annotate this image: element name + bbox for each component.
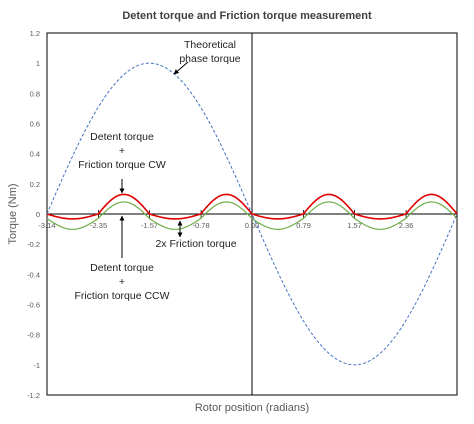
annotation-cw: Detent torque + Friction torque CW <box>78 131 166 171</box>
y-tick-label: -0.8 <box>27 331 40 340</box>
y-tick-label: 0.2 <box>30 180 40 189</box>
x-tick-label: -0.78 <box>193 221 210 230</box>
y-axis-title: Torque (Nm) <box>7 183 19 244</box>
annotation-friction2x: 2x Friction torque <box>155 238 236 250</box>
y-tick-label: 0.8 <box>30 89 40 98</box>
x-tick-label: 0.79 <box>296 221 311 230</box>
y-tick-label: -0.2 <box>27 240 40 249</box>
arrow-theoretical <box>173 61 189 75</box>
y-tick-label: -1.2 <box>27 391 40 400</box>
annotation-theoretical: Theoretical phase torque <box>179 39 240 65</box>
y-tick-label: 0.6 <box>30 120 40 129</box>
annotation-ccw: Detent torque + Friction torque CCW <box>74 262 169 302</box>
y-ticks: 1.2 1 0.8 0.6 0.4 0.2 0 -0.2 -0.4 -0.6 -0.8 -1 -1.2 <box>27 29 40 400</box>
y-tick-label: 0.4 <box>30 150 40 159</box>
y-tick-label: 0 <box>36 210 40 219</box>
annotations: Theoretical phase torque Detent torque + Fri… <box>74 39 240 302</box>
x-tick-label: -3.14 <box>38 221 55 230</box>
y-tick-label: 1.2 <box>30 29 40 38</box>
y-tick-label: 1 <box>36 59 40 68</box>
chart-title: Detent torque and Friction torque measur… <box>122 10 372 22</box>
y-tick-label: -0.4 <box>27 270 40 279</box>
x-axis-title: Rotor position (radians) <box>195 402 309 414</box>
y-tick-label: -1 <box>33 361 40 370</box>
x-tick-label: 1.57 <box>347 221 362 230</box>
x-tick-label: -2.35 <box>90 221 107 230</box>
x-tick-label: 2.36 <box>399 221 414 230</box>
data-lines <box>46 33 458 395</box>
series-cw-line <box>46 193 458 220</box>
series-ccw-line <box>46 201 458 230</box>
y-tick-label: -0.6 <box>27 301 40 310</box>
x-tick-label: -1.57 <box>141 221 158 230</box>
